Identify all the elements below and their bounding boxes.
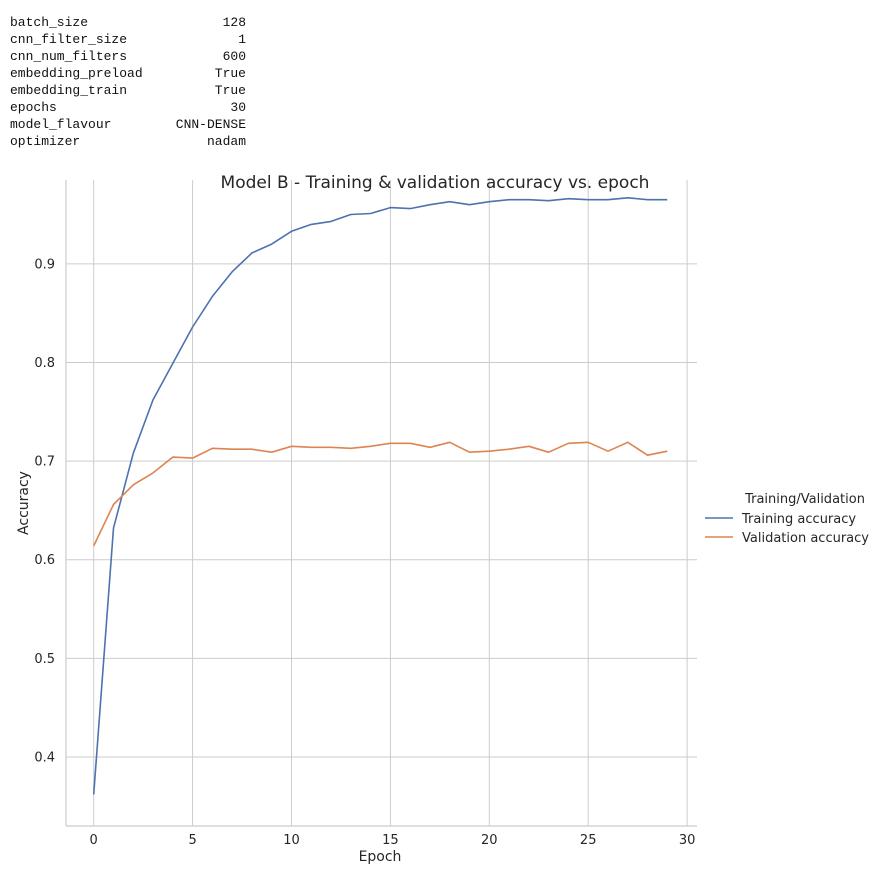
hyperparameter-table: batch_size 128 cnn_filter_size 1 cnn_num_fil… [10,14,246,150]
y-tick-label: 0.7 [34,455,55,470]
chart-title: Model B - Training & validation accuracy… [221,173,650,193]
param-key: embedding_preload [10,66,143,81]
param-value: True [214,83,246,98]
param-value: True [214,66,246,81]
x-tick-label: 30 [679,833,696,848]
param-key: cnn_filter_size [10,32,128,47]
param-row: cnn_num_filters 600 [10,48,246,65]
x-tick-label: 25 [580,833,597,848]
y-tick-label: 0.9 [34,257,55,272]
y-tick-label: 0.8 [34,356,55,371]
y-axis-label: Accuracy [16,471,32,535]
legend-entry: Validation accuracy [742,531,869,546]
x-tick-label: 15 [382,833,399,848]
legend-entry: Training accuracy [741,512,856,527]
param-value: 30 [230,100,246,115]
legend: Training/Validation Training accuracy Val… [705,492,869,546]
series-lines [92,197,668,795]
param-value: 128 [222,15,246,30]
param-row: batch_size 128 [10,14,246,31]
y-tick-label: 0.4 [34,750,55,765]
axes [65,180,697,827]
param-key: batch_size [10,15,89,30]
legend-title: Training/Validation [744,492,865,507]
param-value: 600 [222,49,246,64]
param-row: embedding_train True [10,82,246,99]
param-key: model_flavour [10,117,112,132]
param-row: cnn_filter_size 1 [10,31,246,48]
param-key: optimizer [10,134,81,149]
x-tick-label: 5 [188,833,196,848]
y-tick-labels: 0.4 0.5 0.6 0.7 0.8 0.9 [34,257,55,765]
param-row: epochs 30 [10,99,246,116]
series-line-validation-accuracy [92,441,668,547]
param-row: model_flavour CNN-DENSE [10,116,246,133]
param-key: embedding_train [10,83,128,98]
y-tick-label: 0.6 [34,553,55,568]
param-key: epochs [10,100,57,115]
param-key: cnn_num_filters [10,49,128,64]
x-axis-label: Epoch [359,849,402,865]
param-value: 1 [238,32,246,47]
param-row: optimizer nadam [10,133,246,150]
x-tick-labels: 0 5 10 15 20 25 30 [90,833,696,848]
param-row: embedding_preload True [10,65,246,82]
param-value: nadam [206,134,246,149]
y-tick-label: 0.5 [34,652,55,667]
x-tick-label: 10 [283,833,300,848]
param-value: CNN-DENSE [175,117,246,132]
grid-lines [66,180,697,826]
x-tick-label: 0 [90,833,98,848]
series-line-training-accuracy [92,197,668,795]
x-tick-label: 20 [481,833,498,848]
